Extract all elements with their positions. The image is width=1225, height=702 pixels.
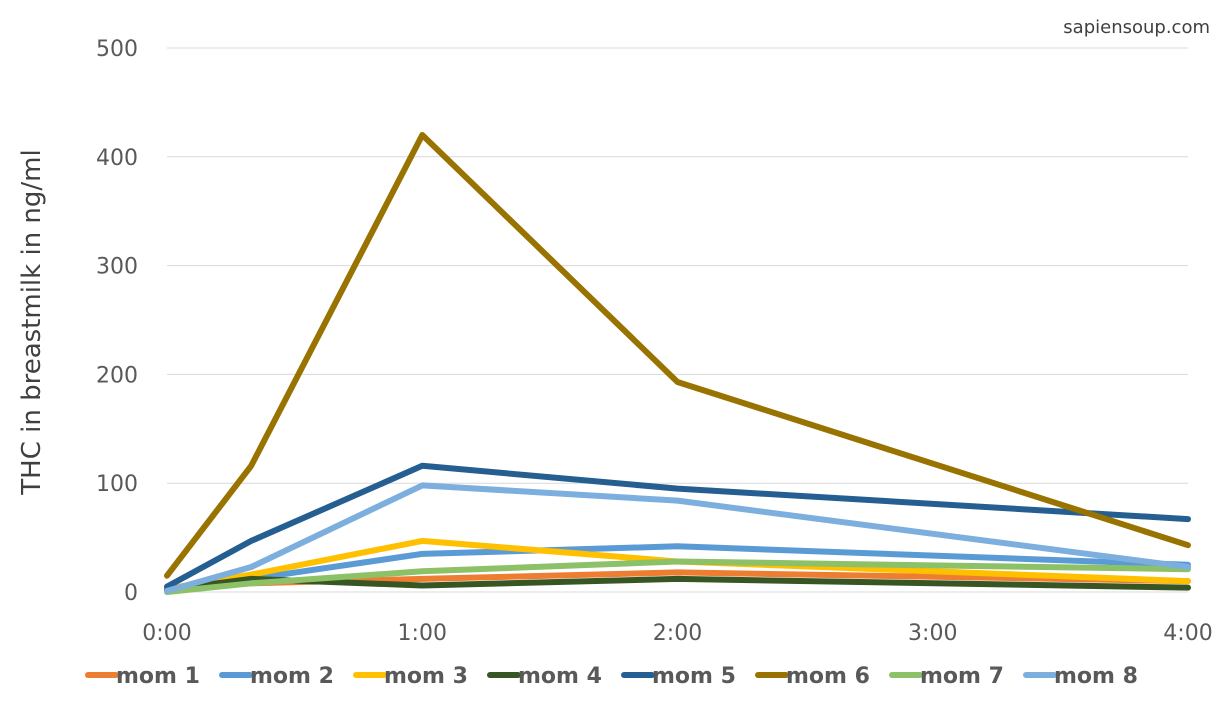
watermark-text: sapiensoup.com [1063, 17, 1210, 38]
y-tick-label: 200 [96, 363, 138, 388]
series-line-mom-3 [164, 537, 1191, 592]
x-axis-ticks: 0:00 1:00 2:00 3:00 4:00 [142, 621, 1212, 646]
y-axis-label: THC in breastmilk in ng/ml [17, 149, 47, 495]
y-tick-label: 400 [96, 146, 138, 171]
series-line-mom-6 [164, 132, 1191, 579]
series-line-mom-7 [164, 558, 1191, 595]
y-axis-ticks: 0 100 200 300 400 500 [96, 37, 138, 606]
legend-label: mom 8 [1054, 664, 1138, 689]
legend-label: mom 4 [518, 664, 602, 689]
legend-label: mom 5 [652, 664, 736, 689]
legend-label: mom 1 [116, 664, 200, 689]
y-tick-label: 500 [96, 37, 138, 62]
series-line-mom-5 [164, 462, 1191, 590]
x-tick-label: 4:00 [1163, 621, 1212, 646]
legend-label: mom 7 [920, 664, 1004, 689]
series-line-mom-8 [164, 482, 1191, 594]
x-tick-label: 1:00 [398, 621, 447, 646]
y-tick-label: 100 [96, 472, 138, 497]
y-tick-label: 0 [124, 581, 138, 606]
gridlines [167, 47, 1188, 593]
y-tick-label: 300 [96, 255, 138, 280]
x-tick-label: 3:00 [908, 621, 957, 646]
x-tick-label: 0:00 [142, 621, 191, 646]
x-tick-label: 2:00 [653, 621, 702, 646]
legend-label: mom 2 [250, 664, 334, 689]
legend-label: mom 3 [384, 664, 468, 689]
legend: mom 1 mom 2 mom 3 mom 4 mom 5 mom 6 mom 7 mom 8 [85, 664, 1138, 689]
series-lines [164, 132, 1191, 595]
series-line-mom-4 [164, 575, 1191, 593]
legend-label: mom 6 [786, 664, 870, 689]
